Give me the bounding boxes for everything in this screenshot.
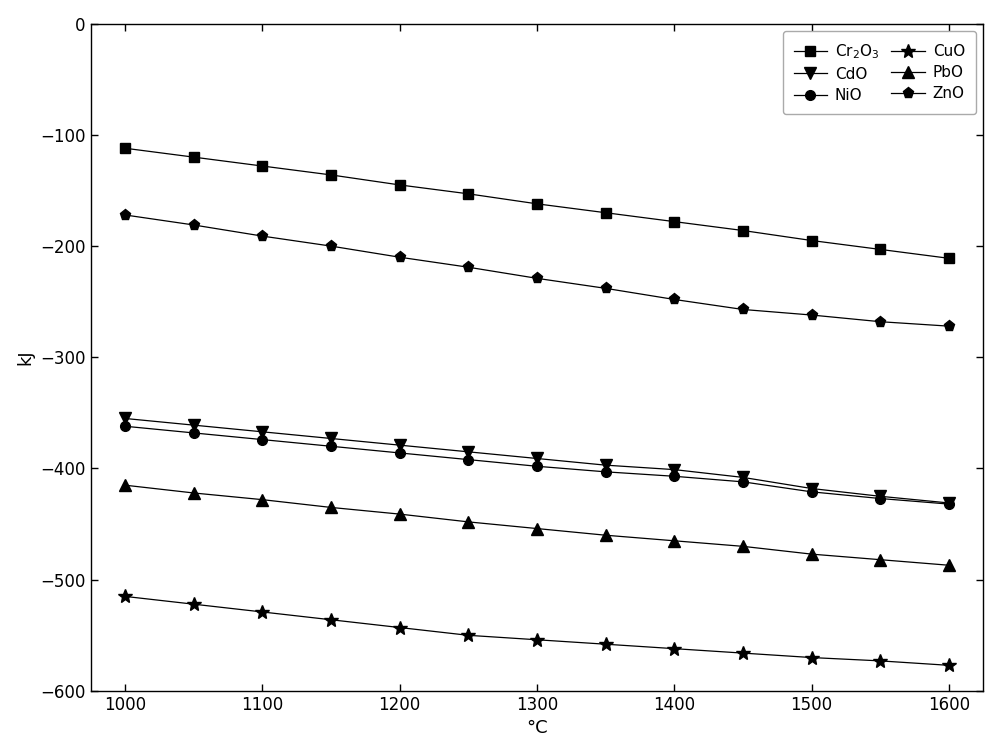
X-axis label: °C: °C (526, 719, 548, 737)
Y-axis label: kJ: kJ (17, 350, 35, 365)
Legend: $\mathregular{Cr_2O_3}$, CdO, NiO, CuO, PbO, ZnO: $\mathregular{Cr_2O_3}$, CdO, NiO, CuO, … (783, 32, 976, 114)
